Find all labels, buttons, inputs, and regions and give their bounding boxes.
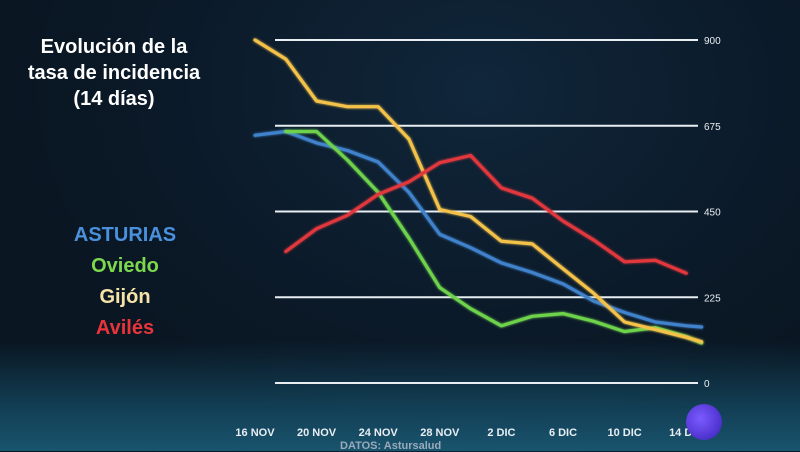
- background-glow: [0, 341, 800, 451]
- x-tick-label: 28 NOV: [420, 427, 460, 439]
- y-tick-label: 0: [704, 379, 710, 390]
- series-line-oviedo: [284, 129, 704, 345]
- x-tick-label: 20 NOV: [297, 427, 337, 439]
- legend-oviedo: Oviedo: [91, 255, 159, 277]
- x-tick-label: 16 NOV: [235, 427, 275, 439]
- x-tick-label: 24 NOV: [359, 427, 399, 439]
- legend-asturias: ASTURIAS: [73, 224, 177, 246]
- data-source: DATOS: Astursalud: [340, 440, 442, 452]
- y-tick-label: 225: [704, 293, 721, 304]
- y-tick-label: 675: [704, 122, 721, 133]
- y-tick-label: 900: [704, 36, 721, 47]
- series-line-avilés: [284, 153, 688, 275]
- chart-title: Evolución de la tasa de incidencia (14 d…: [27, 36, 201, 110]
- legend-gijon: Gijón: [99, 286, 151, 308]
- x-tick-label: 10 DIC: [607, 427, 641, 439]
- legend: ASTURIAS Oviedo Gijón Avilés: [40, 220, 210, 344]
- legend-aviles: Avilés: [95, 317, 155, 339]
- x-tick-label: 2 DIC: [487, 427, 515, 439]
- x-tick-label: 6 DIC: [549, 427, 577, 439]
- tve-logo: [686, 404, 722, 440]
- series-line-gijón: [253, 38, 704, 344]
- y-tick-label: 450: [704, 208, 721, 219]
